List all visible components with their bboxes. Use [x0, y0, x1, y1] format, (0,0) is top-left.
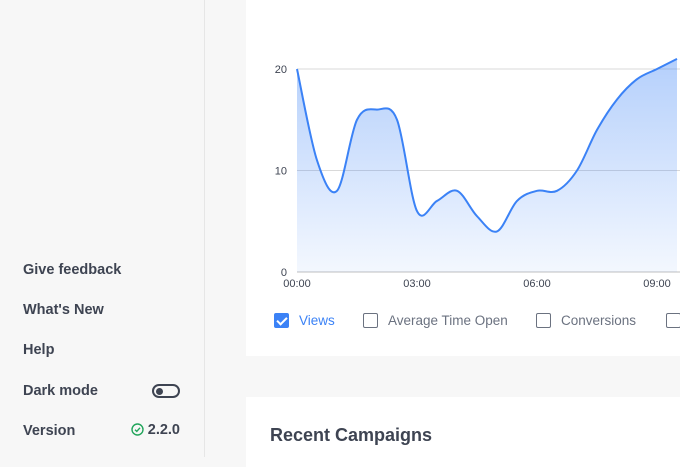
help-link[interactable]: Help: [23, 342, 55, 358]
check-circle-icon: [131, 423, 144, 440]
views-area: [297, 58, 677, 272]
conversions-checkbox[interactable]: [536, 313, 551, 328]
more-checkbox[interactable]: [666, 313, 680, 328]
y-tick-label: 10: [275, 166, 287, 178]
x-tick-label: 09:00: [643, 278, 671, 290]
recent-campaigns-card: Recent Campaigns: [246, 397, 680, 467]
views-chart: 0 10 20 00:00 03:00 06:00 09:00: [275, 57, 680, 290]
version-value: 2.2.0: [131, 422, 180, 440]
recent-campaigns-title: Recent Campaigns: [270, 425, 433, 445]
version-number: 2.2.0: [147, 422, 180, 438]
legend-views-label: Views: [299, 313, 335, 328]
toggle-knob: [156, 387, 163, 395]
x-tick-label: 03:00: [403, 278, 431, 290]
legend-conversions-label: Conversions: [561, 313, 637, 328]
x-tick-label: 00:00: [283, 278, 311, 290]
x-tick-label: 06:00: [523, 278, 551, 290]
legend-average-time-open-label: Average Time Open: [388, 313, 508, 328]
give-feedback-link[interactable]: Give feedback: [23, 262, 122, 278]
version-label: Version: [23, 423, 76, 439]
y-tick-label: 20: [275, 64, 287, 76]
version-row: Version 2.2.0: [23, 422, 180, 442]
whats-new-link[interactable]: What's New: [23, 302, 104, 318]
dark-mode-label: Dark mode: [23, 383, 98, 399]
y-tick-label: 0: [281, 267, 287, 279]
dark-mode-toggle[interactable]: [152, 384, 180, 398]
dark-mode-row: Dark mode: [23, 382, 180, 402]
average-time-open-checkbox[interactable]: [363, 313, 378, 328]
sidebar: Give feedback What's New Help Dark mode …: [0, 0, 205, 457]
chart-card: 0 10 20 00:00 03:00 06:00 09:00 Views Average …: [246, 0, 680, 356]
views-checkbox[interactable]: [274, 313, 289, 328]
views-line: [296, 57, 678, 233]
